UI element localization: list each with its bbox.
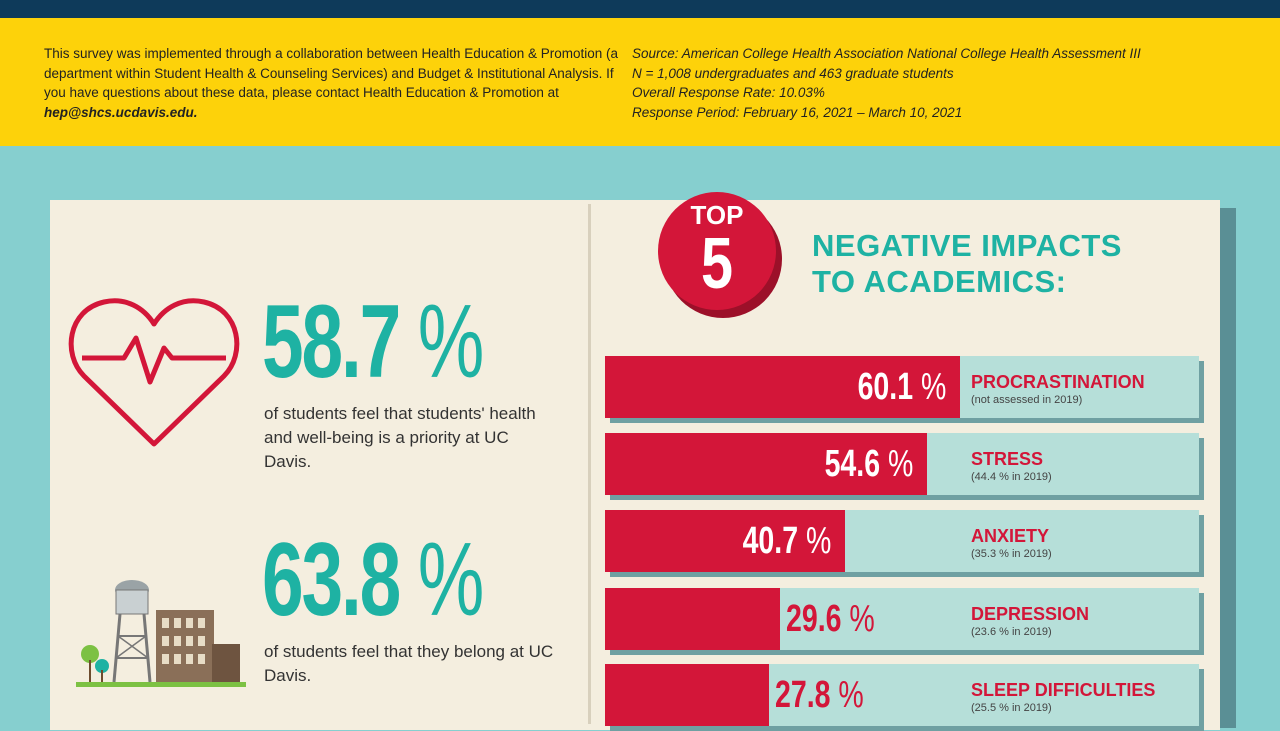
top-navy-strip xyxy=(0,0,1280,18)
info-banner: This survey was implemented through a co… xyxy=(0,18,1280,146)
response-period-line: Response Period: February 16, 2021 – Mar… xyxy=(632,104,963,120)
bar-row: 27.8 % SLEEP DIFFICULTIES (25.5 % in 2019) xyxy=(605,664,1199,726)
stat-health-caption: of students feel that students' health a… xyxy=(264,404,536,471)
bar xyxy=(605,356,960,418)
bar-note-label: (44.4 % in 2019) xyxy=(971,471,1052,483)
bar-note-label: (25.5 % in 2019) xyxy=(971,702,1052,714)
bar-category-label: STRESS xyxy=(971,449,1044,469)
bar-row: 54.6 % STRESS (44.4 % in 2019) xyxy=(605,433,1199,495)
bar-note-label: (not assessed in 2019) xyxy=(971,394,1083,406)
sample-size-line: N = 1,008 undergraduates and 463 graduat… xyxy=(632,65,954,81)
bar-category-label: SLEEP DIFFICULTIES xyxy=(971,680,1156,700)
bar-note-label: (35.3 % in 2019) xyxy=(971,548,1052,560)
top5-badge: TOP 5 xyxy=(658,192,776,310)
chart-title-line1: NEGATIVE IMPACTS xyxy=(812,228,1122,263)
bar-row: 40.7 % ANXIETY (35.3 % in 2019) xyxy=(605,510,1199,572)
bar-value-label: 40.7 % xyxy=(742,520,831,562)
stat-health-value: 58.7 % xyxy=(262,284,484,400)
campus-water-tower-icon xyxy=(76,580,246,687)
panel-divider xyxy=(588,204,591,724)
heartbeat-icon xyxy=(68,298,240,447)
source-info: Source: American College Health Associat… xyxy=(632,44,1252,122)
chart-title: NEGATIVE IMPACTS TO ACADEMICS: xyxy=(812,228,1122,300)
bar xyxy=(605,510,845,572)
bar-category-label: PROCRASTINATION xyxy=(971,372,1145,392)
bar-value-label: 60.1 % xyxy=(857,366,946,408)
top5-number: 5 xyxy=(700,224,734,304)
stat-belong-caption: of students feel that they belong at UC … xyxy=(264,642,554,685)
contact-email[interactable]: hep@shcs.ucdavis.edu. xyxy=(44,104,198,120)
bar-row: 60.1 % PROCRASTINATION (not assessed in 20… xyxy=(605,356,1199,418)
survey-info: This survey was implemented through a co… xyxy=(44,46,619,120)
bar-category-label: DEPRESSION xyxy=(971,604,1090,624)
bar xyxy=(605,664,769,726)
bar-value-label: 29.6 % xyxy=(786,598,875,640)
bar-category-label: ANXIETY xyxy=(971,526,1050,546)
chart-title-line2: TO ACADEMICS: xyxy=(812,264,1067,299)
bar-row: 29.6 % DEPRESSION (23.6 % in 2019) xyxy=(605,588,1199,650)
bar-value-label: 27.8 % xyxy=(775,674,864,716)
bar-value-label: 54.6 % xyxy=(824,443,913,485)
source-line: Source: American College Health Associat… xyxy=(632,46,1141,61)
bar xyxy=(605,588,780,650)
top5-top-text: TOP xyxy=(690,200,744,230)
bar xyxy=(605,433,927,495)
bar-note-label: (23.6 % in 2019) xyxy=(971,626,1052,638)
stat-belong-value: 63.8 % xyxy=(262,522,484,638)
response-rate-line: Overall Response Rate: 10.03% xyxy=(632,85,825,100)
